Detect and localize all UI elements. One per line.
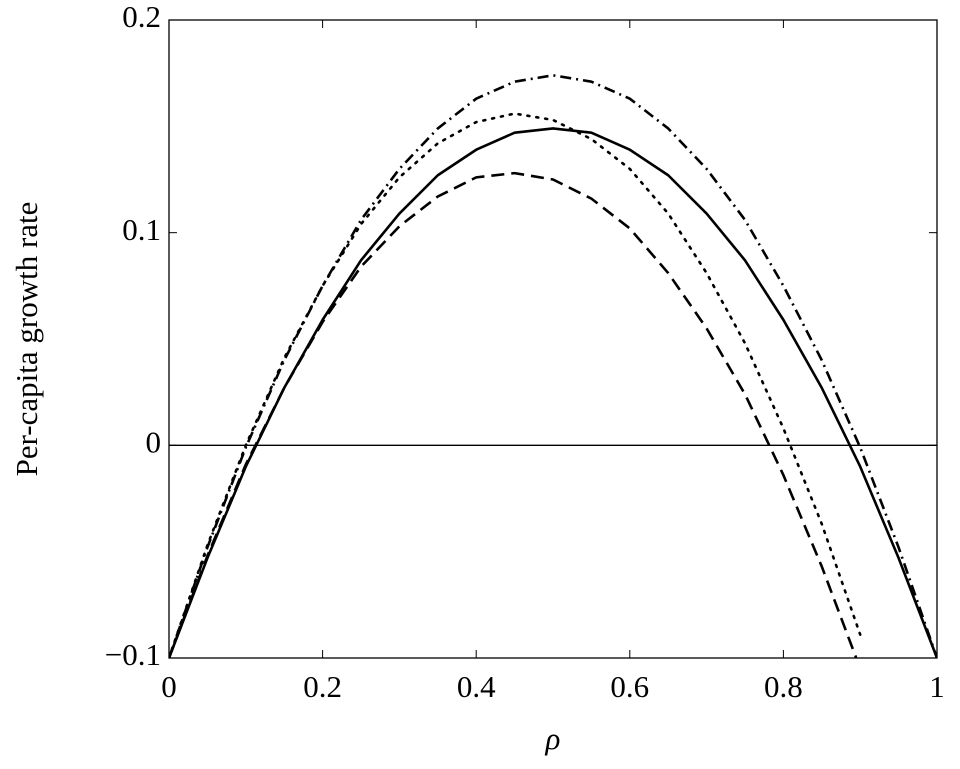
series-line <box>169 127 937 658</box>
x-tick-label: 0.4 <box>457 669 496 704</box>
x-tick-label: 0.8 <box>764 669 803 704</box>
y-tick-label: 0 <box>146 424 162 459</box>
series-line <box>169 73 937 658</box>
y-tick-label: −0.1 <box>105 637 161 672</box>
x-tick-label: 1 <box>929 669 945 704</box>
y-tick-label: 0.1 <box>122 212 161 247</box>
series-line <box>169 112 862 658</box>
y-tick-label: 0.2 <box>122 0 161 34</box>
y-axis-label: Per-capita growth rate <box>9 202 44 477</box>
plot-area <box>169 73 937 658</box>
x-tick-label: 0.6 <box>610 669 649 704</box>
x-tick-label: 0 <box>161 669 177 704</box>
series-line <box>169 171 858 658</box>
plot-frame <box>168 19 938 659</box>
x-tick-label: 0.2 <box>303 669 342 704</box>
x-axis-label: ρ <box>545 721 561 756</box>
